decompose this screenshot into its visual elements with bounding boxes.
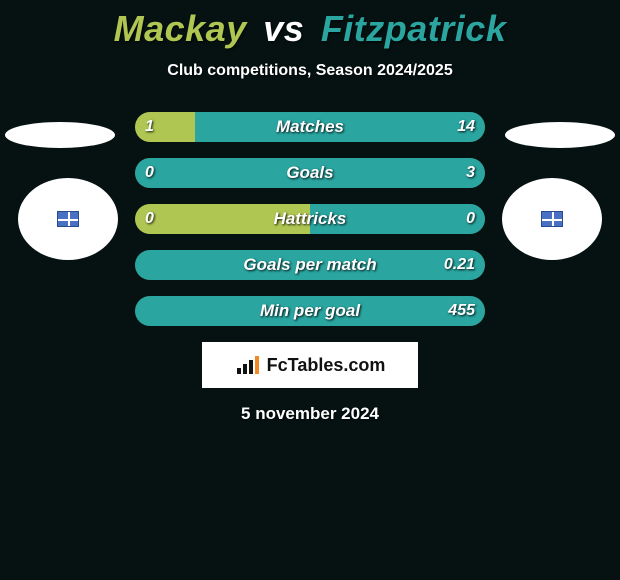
metric-right-value: 0 bbox=[466, 204, 475, 234]
metric-bar: Goals0 3 bbox=[135, 158, 485, 188]
metric-bar: Hattricks0 0 bbox=[135, 204, 485, 234]
comparison-title: Mackay vs Fitzpatrick bbox=[0, 0, 620, 50]
metric-right-value: 455 bbox=[448, 296, 475, 326]
brand-suffix: .com bbox=[343, 355, 385, 375]
metric-left-value: 0 bbox=[145, 158, 154, 188]
bar-chart-icon bbox=[235, 354, 261, 376]
metric-left-value: 0 bbox=[145, 204, 154, 234]
player2-name: Fitzpatrick bbox=[321, 8, 507, 49]
metric-right-value: 3 bbox=[466, 158, 475, 188]
brand-box: FcTables.com bbox=[202, 342, 418, 388]
brand-text: FcTables.com bbox=[267, 355, 386, 376]
brand-prefix: Fc bbox=[267, 355, 288, 375]
metric-label: Min per goal bbox=[135, 296, 485, 326]
player1-flag-icon bbox=[57, 211, 79, 227]
metric-right-value: 14 bbox=[457, 112, 475, 142]
brand-main: Tables bbox=[288, 355, 344, 375]
metric-bar: Goals per match0.21 bbox=[135, 250, 485, 280]
date-text: 5 november 2024 bbox=[0, 404, 620, 424]
metrics-bars: Matches114Goals03Hattricks00Goals per ma… bbox=[135, 112, 485, 326]
subtitle: Club competitions, Season 2024/2025 bbox=[0, 62, 620, 80]
metric-label: Matches bbox=[135, 112, 485, 142]
metric-label: Goals bbox=[135, 158, 485, 188]
player1-badge-top bbox=[5, 122, 115, 148]
player1-name: Mackay bbox=[114, 8, 247, 49]
metric-label: Goals per match bbox=[135, 250, 485, 280]
player2-badge-top bbox=[505, 122, 615, 148]
player2-flag-circle bbox=[502, 178, 602, 260]
metric-right-value: 0.21 bbox=[444, 250, 475, 280]
metric-left-value: 1 bbox=[145, 112, 154, 142]
metric-bar: Min per goal455 bbox=[135, 296, 485, 326]
vs-text: vs bbox=[263, 8, 304, 49]
metric-label: Hattricks bbox=[135, 204, 485, 234]
metric-bar: Matches1 14 bbox=[135, 112, 485, 142]
player2-flag-icon bbox=[541, 211, 563, 227]
player1-flag-circle bbox=[18, 178, 118, 260]
